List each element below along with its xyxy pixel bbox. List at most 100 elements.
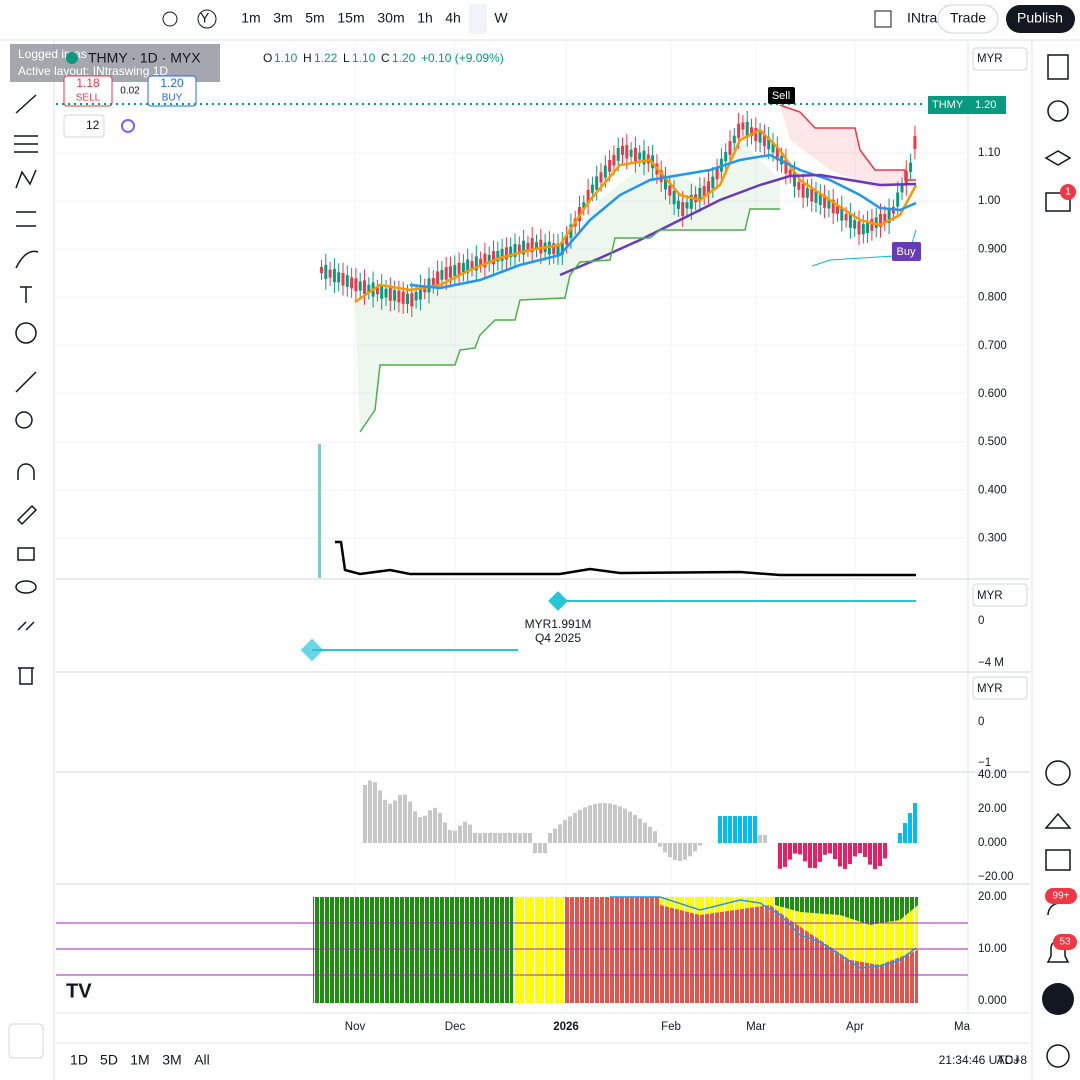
candle-body	[810, 188, 814, 202]
legend-c-label: C	[381, 51, 390, 65]
price-tick-label: 0.300	[978, 533, 1007, 545]
range-button[interactable]: All	[194, 1052, 210, 1068]
histogram-bar	[763, 835, 767, 843]
range-button[interactable]: 3M	[162, 1052, 181, 1068]
histogram-bar	[873, 843, 877, 869]
histogram-bar	[673, 843, 677, 861]
candle-body	[358, 281, 362, 291]
histogram-bar	[538, 843, 542, 853]
candle-body	[633, 147, 637, 162]
pane-tick-label: 20.00	[978, 891, 1007, 903]
candle-body	[496, 251, 500, 262]
pane2-currency[interactable]: MYR	[977, 590, 1003, 602]
interval[interactable]: 30m	[377, 10, 404, 26]
histogram-bar	[413, 811, 417, 843]
candle-body	[393, 290, 397, 301]
candle-body	[668, 185, 672, 196]
indicator-count[interactable]: 12	[86, 118, 100, 132]
buy-signal: Buy	[897, 246, 916, 258]
candle-body	[874, 217, 878, 228]
candle-body	[664, 177, 667, 190]
candle-body	[440, 270, 444, 280]
histogram-bar	[483, 833, 487, 843]
candle-body	[836, 206, 839, 214]
candle-body	[896, 192, 900, 207]
interval[interactable]: W	[494, 10, 508, 26]
histogram-bar	[373, 782, 377, 843]
badge-feed: 99+	[1053, 891, 1070, 902]
candle-body	[866, 220, 870, 234]
candle-body	[638, 152, 642, 160]
sell-label[interactable]: SELL	[76, 93, 101, 104]
interval[interactable]: 4h	[445, 10, 461, 26]
candle-body	[900, 185, 904, 193]
candle-body	[526, 242, 530, 250]
candle-body	[444, 267, 448, 280]
left-toolbar[interactable]	[14, 94, 39, 685]
candle-body	[418, 285, 422, 300]
histogram-bar	[718, 816, 722, 843]
histogram-bar	[818, 843, 822, 862]
symbol[interactable]: Y	[200, 10, 210, 26]
candle-body	[603, 165, 607, 178]
price-label-symbol: THMY	[932, 99, 964, 111]
histogram-bar	[858, 843, 862, 854]
histogram-bar	[533, 843, 537, 853]
histogram-bar	[793, 843, 797, 854]
histogram-bar	[588, 805, 592, 843]
histogram-bar	[458, 825, 462, 843]
pane-tick-label: 0	[978, 615, 984, 627]
candle-body	[659, 170, 663, 183]
histogram-bar	[788, 843, 792, 860]
interval[interactable]: 1m	[241, 10, 260, 26]
histogram-bar	[683, 843, 687, 860]
trade-button[interactable]	[937, 4, 999, 34]
buy-price[interactable]: 1.20	[160, 76, 184, 90]
histogram-bar	[563, 820, 567, 843]
compare[interactable]	[197, 9, 217, 29]
histogram-bar	[668, 843, 672, 858]
histogram-bar	[628, 811, 632, 843]
histogram-bar	[453, 830, 457, 843]
interval[interactable]: 5m	[305, 10, 324, 26]
buy-label[interactable]: BUY	[162, 93, 183, 104]
candle-body	[685, 202, 689, 209]
histogram-bar	[403, 794, 407, 843]
interval[interactable]: 1h	[417, 10, 433, 26]
candle-body	[750, 127, 753, 137]
candle-body	[414, 291, 418, 301]
histogram-bar	[778, 843, 782, 869]
candle-body	[732, 135, 736, 144]
currency[interactable]: MYR	[977, 53, 1003, 65]
legend-h: 1.22	[314, 51, 338, 65]
range-button[interactable]: 5D	[100, 1052, 118, 1068]
layout-name[interactable]: INtra	[907, 10, 938, 26]
histogram-bar	[428, 810, 432, 843]
histogram-bar	[843, 843, 847, 869]
interval[interactable]: 15m	[337, 10, 364, 26]
candle-body	[345, 275, 349, 287]
candle-body	[629, 149, 633, 157]
candle-body	[814, 191, 818, 203]
candle-body	[741, 122, 745, 130]
histogram-bar	[898, 833, 902, 843]
histogram-bar	[758, 835, 762, 843]
candle-body	[406, 293, 409, 305]
range-button[interactable]: 1M	[130, 1052, 149, 1068]
publish-button[interactable]	[1006, 5, 1075, 33]
sell-price[interactable]: 1.18	[76, 76, 100, 90]
candle-body	[401, 291, 405, 304]
pane3-currency[interactable]: MYR	[977, 683, 1003, 695]
range-button[interactable]: 1D	[70, 1052, 88, 1068]
legend-c: 1.20	[392, 51, 416, 65]
adj[interactable]: ADJ	[997, 1053, 1020, 1067]
right-toolbar[interactable]	[1044, 54, 1072, 1068]
candle-body	[427, 278, 431, 293]
price-tick-label: 0.800	[978, 292, 1007, 304]
candle-body	[363, 280, 366, 295]
candle-body	[500, 248, 504, 261]
candle-body	[711, 176, 715, 189]
interval[interactable]: 3m	[273, 10, 292, 26]
